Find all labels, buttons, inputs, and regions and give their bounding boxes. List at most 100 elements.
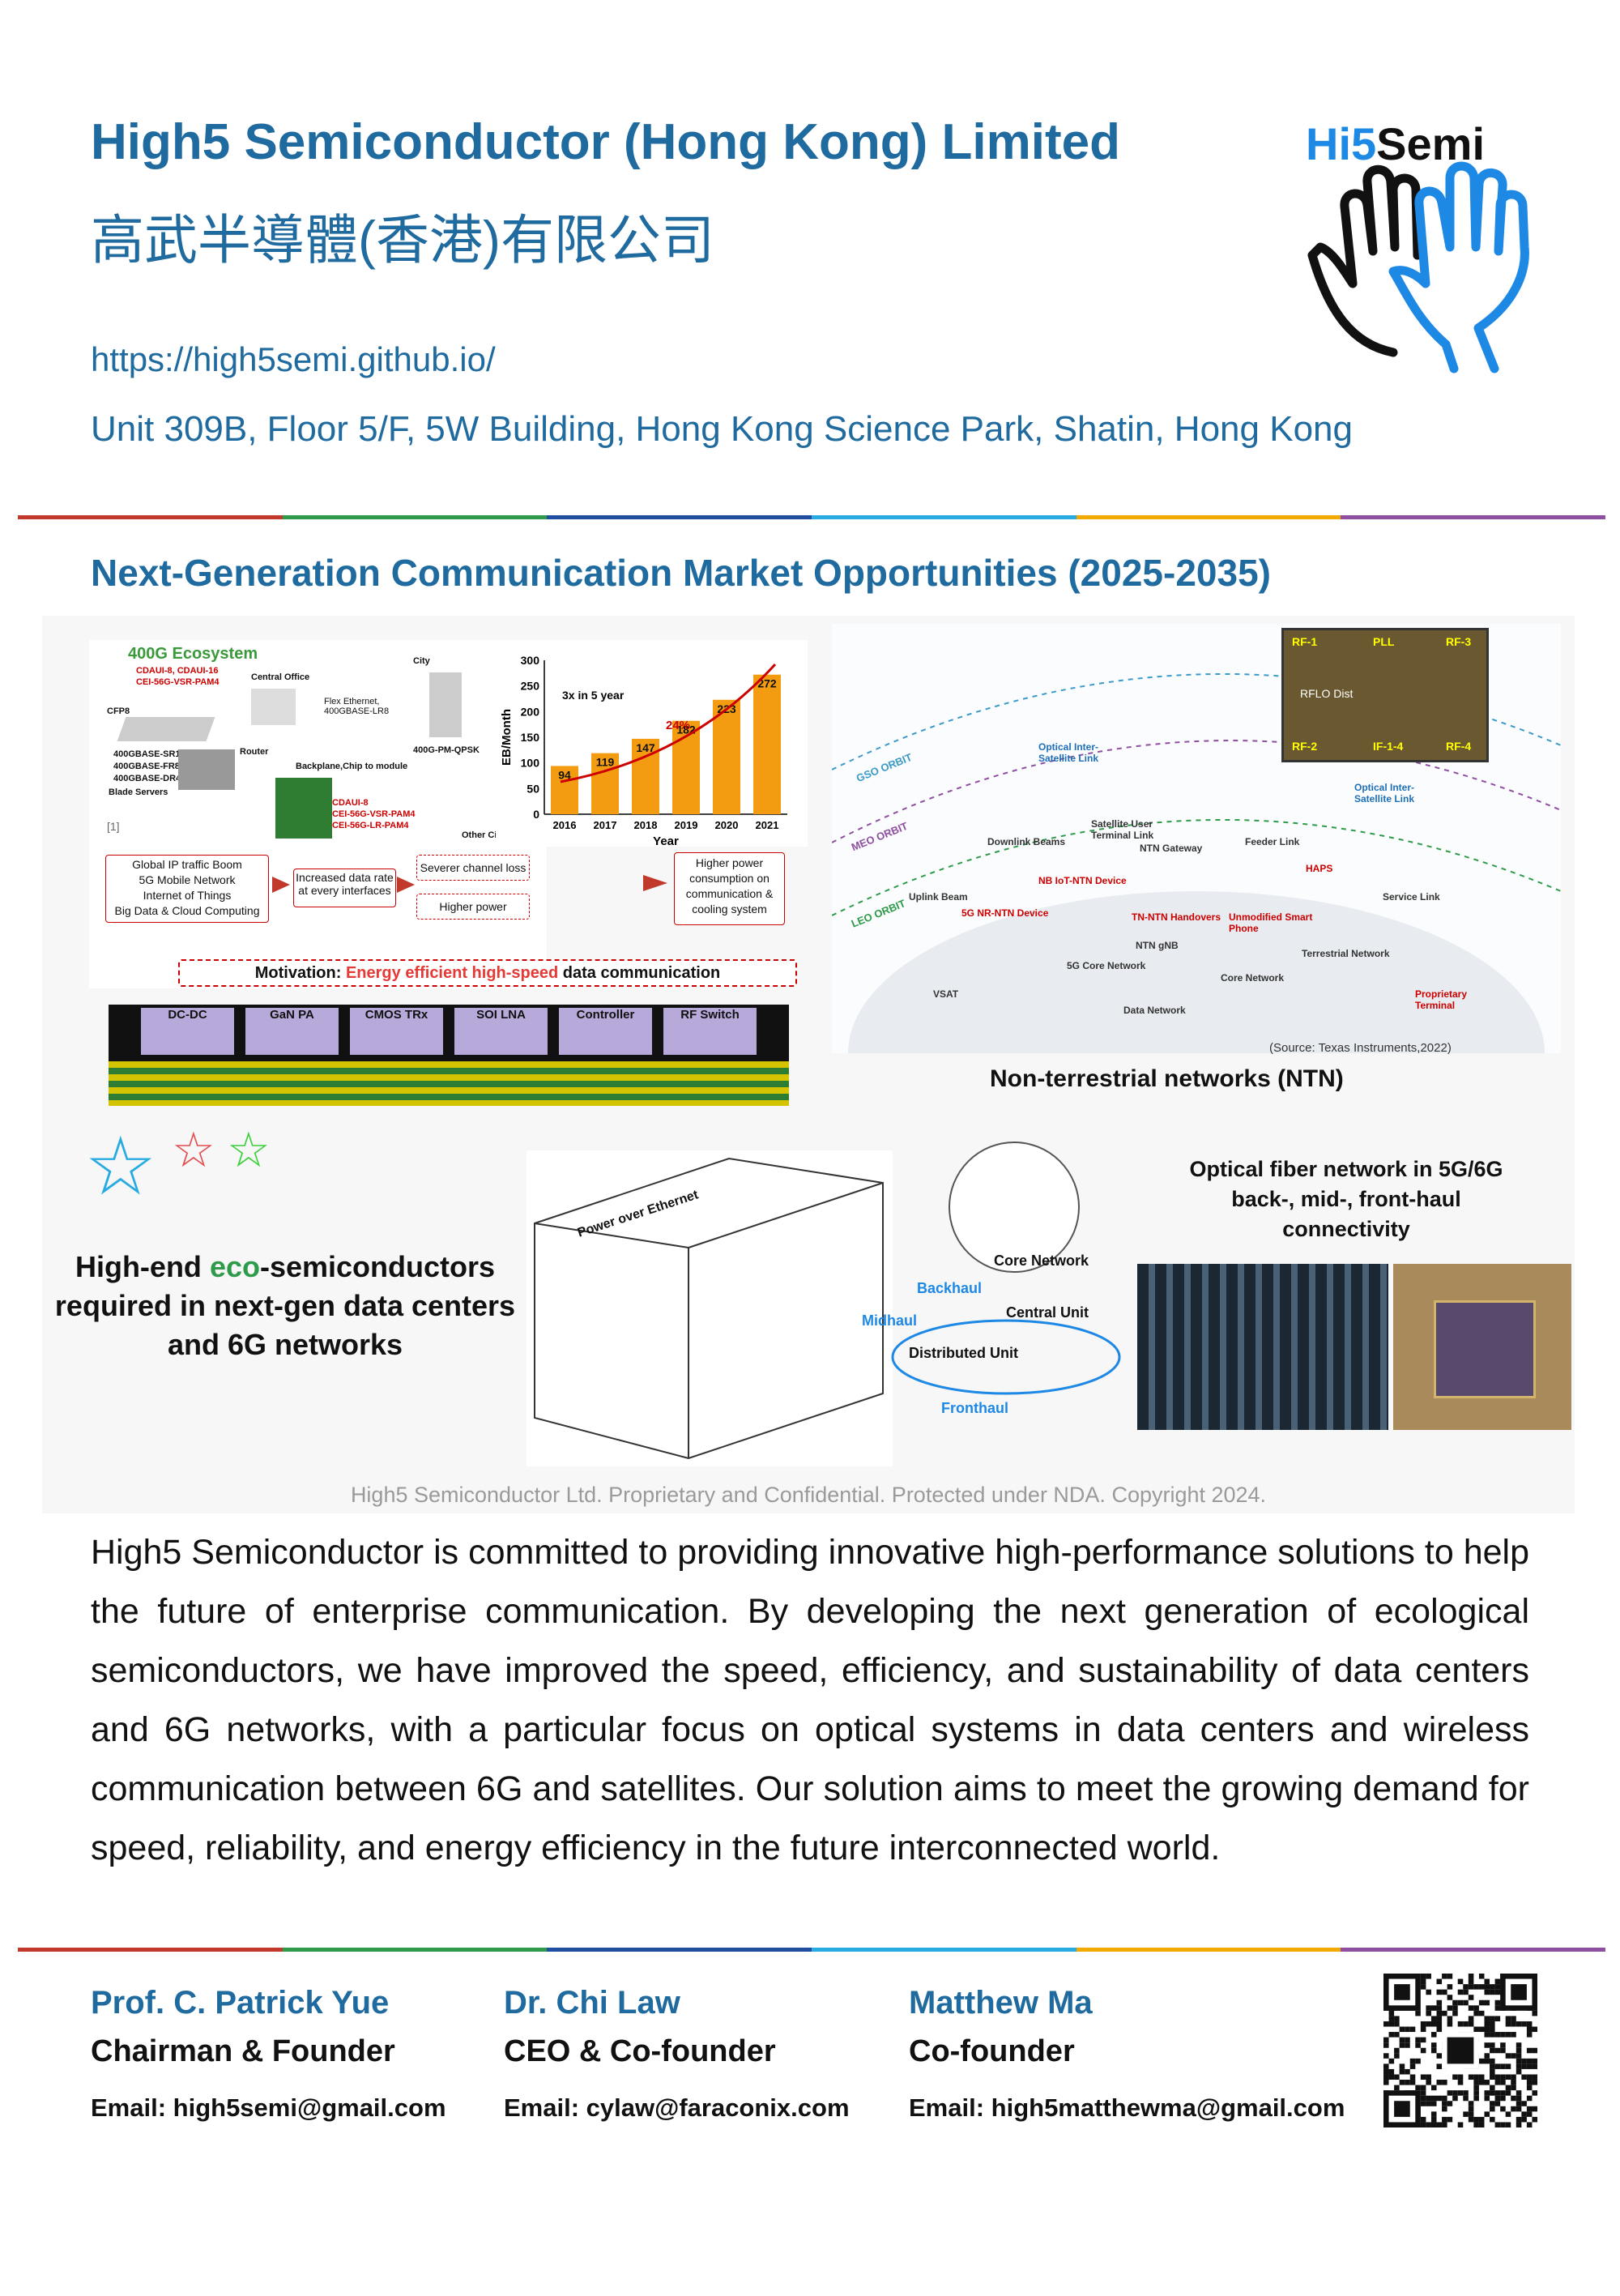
substrate-layers (109, 1061, 789, 1106)
bar-value-label: 94 (558, 768, 571, 781)
ntn-label: VSAT (933, 988, 959, 1000)
chip-block-dcdc: DC-DC (141, 1008, 234, 1055)
star-icon-green: ☆ (227, 1123, 271, 1177)
network-label: Distributed Unit (909, 1345, 1018, 1361)
ecosystem-label: CEI-56G-LR-PAM4 (332, 821, 409, 830)
motivation-suffix: data communication (558, 964, 721, 982)
flow-text: Big Data & Cloud Computing (114, 904, 260, 917)
ecosystem-label: CDAUI-8 (332, 798, 369, 808)
ntn-label: TN-NTN Handovers (1132, 911, 1221, 923)
city-building-shape (429, 672, 462, 737)
star-icon-blue: ☆ (84, 1121, 157, 1212)
company-description: High5 Semiconductor is committed to prov… (91, 1533, 1529, 1867)
x-tick-label: 2020 (715, 819, 739, 831)
ntn-label: Downlink Beams (987, 836, 1066, 847)
ntn-label: Core Network (1221, 972, 1285, 984)
flow-text: Internet of Things (143, 889, 232, 902)
cfp8-module-shape (117, 717, 215, 741)
ecosystem-label: Central Office (251, 672, 310, 682)
y-tick-label: 200 (521, 705, 540, 718)
chip-block-rfswitch: RF Switch (663, 1008, 757, 1055)
traffic-bar-chart: 0 50 100 150 200 250 300 94 2016 119 2017 147 2018 18… (496, 640, 808, 848)
company-logo: Hi5Semi (1296, 109, 1539, 377)
network-haul-diagram: Core Network Backhaul Central Unit Midha… (852, 1134, 1160, 1474)
network-label: Backhaul (917, 1280, 983, 1296)
ntn-label: Optical Inter-Satellite Link (1354, 782, 1415, 804)
network-label: Midhaul (862, 1312, 917, 1329)
x-tick-label: 2019 (675, 819, 698, 831)
company-name-zh: 高武半導體(香港)有限公司 (91, 210, 714, 270)
member-email[interactable]: Email: high5matthewma@gmail.com (909, 2093, 1345, 2122)
chip-block-soilna: SOI LNA (454, 1008, 548, 1055)
company-address: Unit 309B, Floor 5/F, 5W Building, Hong … (91, 409, 1353, 449)
member-name: Matthew Ma (909, 1985, 1093, 2021)
fiber-caption: Optical fiber network in 5G/6G back-, mi… (1189, 1157, 1503, 1241)
ecosystem-diagram: 400G Ecosystem CDAUI-8, CDAUI-16 CEI-56G… (89, 640, 547, 988)
ntn-label: Satellite User Terminal Link (1091, 818, 1154, 841)
network-label: Central Unit (1006, 1304, 1089, 1321)
growth-arrow (560, 663, 777, 783)
chip-block-controller: Controller (559, 1008, 652, 1055)
bar-chart-svg: 0501001502002503009420161192017147201818… (500, 654, 787, 848)
colored-divider-top (18, 515, 1606, 519)
bar (591, 753, 619, 814)
website-link[interactable]: https://high5semi.github.io/ (91, 340, 496, 378)
member-role: CEO & Co-founder (504, 2034, 776, 2068)
chip-label: IF-1-4 (1373, 740, 1404, 753)
datacenter-caption: High-end eco-semiconductors required in … (42, 1248, 528, 1364)
flow-box-channel-loss: Severer channel loss (416, 855, 530, 881)
y-tick-label: 100 (521, 757, 540, 770)
bar-value-label: 119 (596, 756, 615, 769)
chip-label: RFLO Dist (1300, 687, 1354, 700)
y-tick-label: 150 (521, 731, 540, 744)
ntn-label: NTN gNB (1136, 940, 1179, 951)
growth-label: 24% (666, 719, 690, 732)
ecosystem-label: Flex Ethernet, 400GBASE-LR8 (324, 697, 390, 716)
member-email[interactable]: Email: cylaw@faraconix.com (504, 2093, 850, 2122)
backplane-shape (275, 778, 332, 839)
motivation-prefix: Motivation: (254, 964, 346, 982)
flow-text: Global IP traffic Boom (132, 858, 242, 871)
flow-box-drivers: Global IP traffic Boom 5G Mobile Network… (105, 855, 269, 923)
ntn-label: Optical Inter-Satellite Link (1038, 741, 1099, 764)
ntn-label: Terrestrial Network (1302, 948, 1390, 959)
wechat-qr-code-icon[interactable] (1383, 1974, 1537, 2127)
member-email[interactable]: Email: high5semi@gmail.com (91, 2093, 446, 2122)
x-axis-label: Year (653, 834, 679, 847)
section-title: Next-Generation Communication Market Opp… (91, 552, 1271, 594)
bar-value-label: 147 (636, 741, 655, 754)
member-name: Dr. Chi Law (504, 1985, 680, 2021)
chip-block-cmostrx: CMOS TRx (350, 1008, 443, 1055)
ecosystem-label: City (413, 656, 430, 666)
ntn-label: NTN Gateway (1140, 843, 1203, 854)
ecosystem-label: 400GBASE-FR8 (113, 762, 180, 771)
chip-block-ganpa: GaN PA (245, 1008, 339, 1055)
datacenter-photo (1137, 1264, 1388, 1430)
logo-text: Hi5Semi (1306, 118, 1486, 169)
confidential-watermark: High5 Semiconductor Ltd. Proprietary and… (350, 1483, 1267, 1507)
central-office-shape (251, 689, 296, 725)
x-tick-label: 2021 (756, 819, 779, 831)
team-member-ma: Matthew Ma Co-founder Email: high5matthe… (909, 1985, 1345, 2123)
flow-box-higher-power: Higher power (416, 894, 530, 920)
ntn-label: 5G NR-NTN Device (961, 907, 1049, 919)
network-ring (891, 1142, 1121, 1395)
flow-arrow-icon (272, 877, 290, 893)
router-shape (178, 749, 235, 790)
caption-pre: High-end (75, 1250, 210, 1283)
flow-box-datarate: Increased data rate at every interfaces (293, 868, 396, 907)
orbit-arcs (832, 673, 1561, 1053)
member-role: Chairman & Founder (91, 2034, 395, 2068)
ecosystem-label: 400GBASE-DR4 (113, 774, 181, 783)
chip-cross-section: DC-DC GaN PA CMOS TRx SOI LNA Controller… (109, 1005, 789, 1106)
bar (551, 766, 578, 814)
chip-label: RF-1 (1292, 635, 1318, 648)
team-member-yue: Prof. C. Patrick Yue Chairman & Founder … (91, 1985, 446, 2123)
ntn-label: Uplink Beam (909, 891, 968, 903)
y-tick-label: 50 (526, 782, 539, 795)
high-five-hands-icon (1307, 161, 1529, 373)
ntn-label: NB IoT-NTN Device (1038, 875, 1127, 886)
member-name: Prof. C. Patrick Yue (91, 1985, 390, 2021)
ntn-diagram: GSO ORBIT MEO ORBIT LEO ORBIT RF-1 PLL R… (832, 624, 1561, 1055)
motivation-highlight: Energy efficient high-speed (345, 964, 559, 982)
